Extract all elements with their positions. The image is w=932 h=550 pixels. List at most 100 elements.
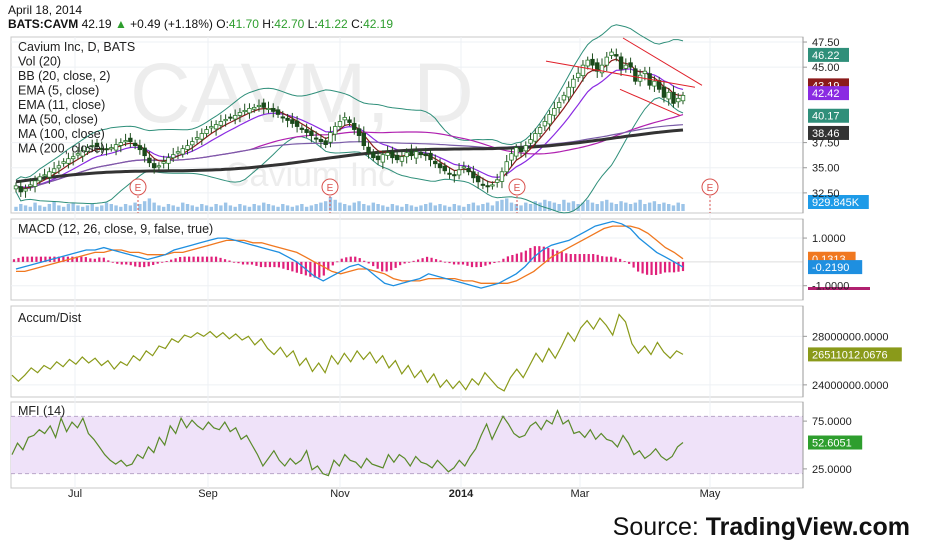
candle-body[interactable] — [94, 142, 100, 148]
candle-body[interactable] — [275, 109, 281, 115]
candle-body[interactable] — [676, 97, 681, 103]
candle-body[interactable] — [394, 154, 400, 161]
candle-body[interactable] — [518, 148, 524, 153]
candle-body[interactable] — [523, 145, 528, 152]
candle-body[interactable] — [180, 148, 185, 155]
candle-body[interactable] — [537, 127, 543, 134]
candle-body[interactable] — [390, 151, 395, 159]
candle-body[interactable] — [533, 133, 538, 142]
candle-body[interactable] — [552, 108, 557, 116]
candle-body[interactable] — [642, 70, 648, 75]
candle-body[interactable] — [571, 78, 576, 88]
candle-body[interactable] — [285, 117, 290, 121]
candle-body[interactable] — [18, 186, 23, 193]
earnings-marker[interactable] — [321, 178, 339, 196]
candle-body[interactable] — [628, 62, 633, 68]
candle-body[interactable] — [561, 94, 567, 101]
candle-body[interactable] — [228, 116, 233, 119]
earnings-marker[interactable] — [701, 178, 719, 196]
candle-body[interactable] — [166, 157, 171, 164]
candle-body[interactable] — [90, 145, 95, 148]
candle-body[interactable] — [428, 152, 433, 161]
candle-body[interactable] — [618, 56, 624, 70]
candle-body[interactable] — [471, 171, 476, 179]
candle-body[interactable] — [494, 179, 500, 183]
candle-body[interactable] — [318, 138, 324, 142]
candle-body[interactable] — [304, 129, 309, 133]
candle-body[interactable] — [375, 155, 381, 161]
candle-body[interactable] — [70, 156, 76, 160]
candle-body[interactable] — [409, 150, 414, 157]
candle-body[interactable] — [61, 161, 66, 164]
candle-body[interactable] — [656, 80, 662, 90]
candle-body[interactable] — [209, 126, 214, 129]
candle-body[interactable] — [137, 145, 143, 151]
candle-body[interactable] — [66, 158, 71, 164]
candle-body[interactable] — [590, 58, 595, 66]
candle-body[interactable] — [175, 151, 181, 154]
candle-body[interactable] — [113, 144, 119, 151]
candle-body[interactable] — [566, 86, 571, 98]
candle-body[interactable] — [328, 132, 333, 143]
candle-body[interactable] — [423, 153, 428, 157]
candle-body[interactable] — [361, 132, 366, 147]
candle-body[interactable] — [51, 168, 57, 173]
candle-body[interactable] — [418, 152, 424, 156]
candle-body[interactable] — [433, 160, 438, 165]
candle-body[interactable] — [399, 156, 405, 162]
candle-body[interactable] — [437, 163, 443, 169]
candle-body[interactable] — [37, 176, 43, 182]
candle-body[interactable] — [556, 101, 562, 109]
candle-body[interactable] — [499, 171, 505, 182]
candle-body[interactable] — [194, 137, 200, 140]
candle-body[interactable] — [661, 86, 667, 98]
candle-body[interactable] — [80, 150, 85, 157]
candle-body[interactable] — [118, 142, 124, 146]
candle-body[interactable] — [199, 133, 205, 140]
candle-body[interactable] — [247, 108, 252, 114]
candle-body[interactable] — [404, 152, 409, 158]
candle-body[interactable] — [623, 64, 629, 69]
candle-body[interactable] — [347, 119, 352, 123]
candle-body[interactable] — [385, 152, 390, 156]
candle-body[interactable] — [652, 80, 657, 87]
candle-body[interactable] — [23, 188, 28, 192]
candle-body[interactable] — [342, 117, 347, 121]
candle-body[interactable] — [242, 110, 247, 113]
candle-body[interactable] — [213, 124, 219, 130]
candle-body[interactable] — [252, 107, 257, 110]
candle-body[interactable] — [514, 147, 519, 157]
candle-body[interactable] — [256, 104, 262, 107]
candle-body[interactable] — [171, 154, 176, 159]
candle-body[interactable] — [218, 121, 224, 126]
candle-body[interactable] — [614, 54, 619, 57]
candle-body[interactable] — [580, 64, 586, 77]
candle-body[interactable] — [480, 183, 486, 186]
candle-body[interactable] — [237, 112, 243, 116]
earnings-marker[interactable] — [508, 178, 526, 196]
candle-body[interactable] — [99, 147, 104, 150]
candle-body[interactable] — [323, 140, 328, 146]
candle-body[interactable] — [223, 119, 228, 122]
candle-body[interactable] — [42, 174, 47, 177]
candle-body[interactable] — [366, 146, 371, 154]
candle-body[interactable] — [266, 108, 271, 111]
macd-panel[interactable]: MACD (12, 26, close, 9, false, true)0.13… — [12, 220, 870, 290]
candle-body[interactable] — [485, 185, 490, 188]
mfi-panel[interactable]: MFI (14) 52.6051 — [11, 404, 863, 477]
candle-body[interactable] — [204, 129, 209, 134]
candle-body[interactable] — [142, 147, 147, 157]
candle-body[interactable] — [85, 147, 90, 152]
candle-body[interactable] — [156, 165, 162, 168]
candle-body[interactable] — [13, 185, 19, 190]
symbol-name[interactable]: BATS:CAVM — [8, 17, 79, 31]
candle-body[interactable] — [294, 120, 300, 127]
candle-body[interactable] — [75, 153, 81, 156]
candle-body[interactable] — [599, 64, 605, 74]
candle-body[interactable] — [447, 172, 452, 175]
candle-body[interactable] — [337, 121, 343, 127]
candle-body[interactable] — [452, 174, 457, 177]
candle-body[interactable] — [161, 161, 166, 164]
candle-body[interactable] — [185, 145, 190, 150]
